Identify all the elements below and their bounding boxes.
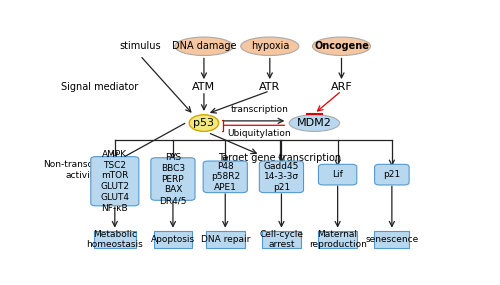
Text: p21: p21: [384, 170, 400, 179]
FancyBboxPatch shape: [374, 231, 410, 248]
Text: transcription: transcription: [230, 105, 288, 114]
FancyBboxPatch shape: [260, 161, 304, 193]
Text: Target gene transcription: Target gene transcription: [218, 153, 341, 163]
Text: Oncogene: Oncogene: [314, 41, 369, 51]
Text: Signal mediator: Signal mediator: [60, 82, 138, 92]
Text: senescence: senescence: [365, 235, 418, 244]
Text: stimulus: stimulus: [119, 41, 161, 51]
Ellipse shape: [241, 37, 299, 56]
Text: Gadd45
14-3-3σ
p21: Gadd45 14-3-3σ p21: [264, 162, 299, 192]
Ellipse shape: [289, 115, 340, 131]
FancyBboxPatch shape: [206, 231, 244, 248]
Text: FAS
BBC3
PERP
BAX
DR4/5: FAS BBC3 PERP BAX DR4/5: [159, 153, 186, 205]
Text: ARF: ARF: [330, 82, 352, 92]
FancyBboxPatch shape: [318, 231, 357, 248]
Text: DNA damage: DNA damage: [172, 41, 236, 51]
Text: hypoxia: hypoxia: [250, 41, 289, 51]
Text: Maternal
reproduction: Maternal reproduction: [308, 229, 366, 249]
Text: Cell-cycle
arrest: Cell-cycle arrest: [260, 229, 304, 249]
Circle shape: [189, 115, 218, 131]
Text: ATR: ATR: [259, 82, 280, 92]
Ellipse shape: [312, 37, 370, 56]
FancyBboxPatch shape: [203, 161, 248, 193]
Text: Apoptosis: Apoptosis: [151, 235, 195, 244]
Text: Ubiquitylation: Ubiquitylation: [228, 129, 291, 138]
Text: AMPK
TSC2
mTOR
GLUT2
GLUT4
NF-κB: AMPK TSC2 mTOR GLUT2 GLUT4 NF-κB: [100, 150, 130, 213]
FancyBboxPatch shape: [91, 157, 139, 206]
FancyBboxPatch shape: [151, 158, 195, 200]
Text: ATM: ATM: [192, 82, 216, 92]
FancyBboxPatch shape: [318, 164, 357, 185]
Text: DNA repair: DNA repair: [200, 235, 250, 244]
Text: Metabolic
homeostasis: Metabolic homeostasis: [86, 229, 143, 249]
Text: P48
p58R2
APE1: P48 p58R2 APE1: [210, 162, 240, 192]
FancyBboxPatch shape: [374, 164, 409, 185]
Ellipse shape: [175, 37, 233, 56]
FancyBboxPatch shape: [94, 231, 136, 248]
Text: p53: p53: [194, 118, 214, 128]
Text: MDM2: MDM2: [297, 118, 332, 128]
FancyBboxPatch shape: [262, 231, 301, 248]
FancyBboxPatch shape: [154, 231, 192, 248]
Text: Non-transcriptional
activities: Non-transcriptional activities: [43, 160, 130, 180]
Text: Lif: Lif: [332, 170, 343, 179]
